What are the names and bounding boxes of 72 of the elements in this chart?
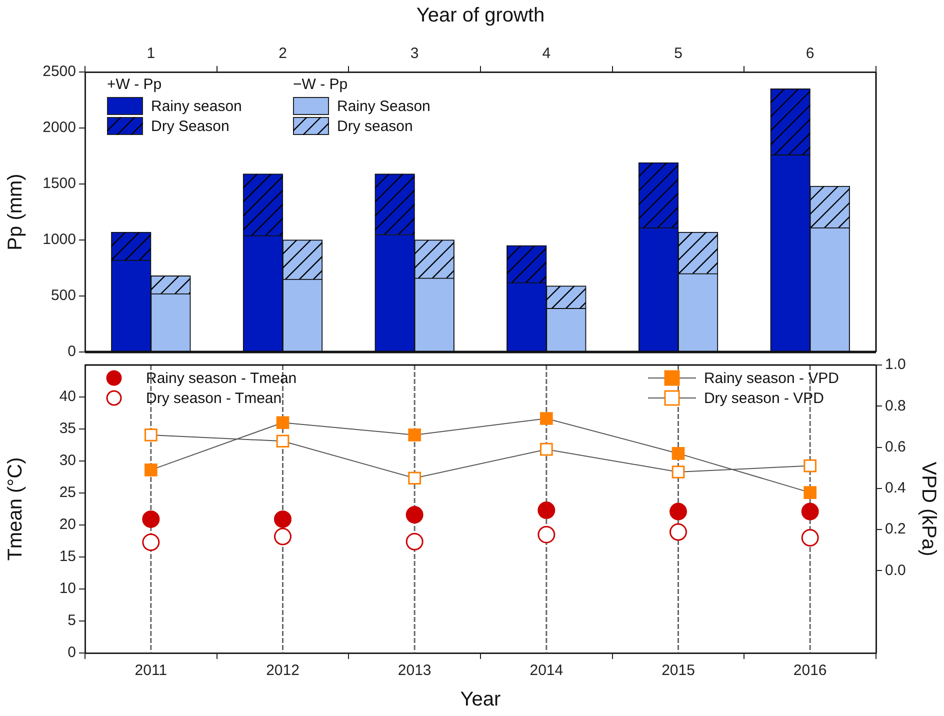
x-tick-label: 2015: [662, 662, 695, 680]
y-tick-label: 1500: [42, 175, 76, 192]
point: [142, 534, 160, 552]
x-axis-title: Year: [460, 688, 502, 711]
x-tick-label: 5: [674, 45, 682, 62]
y2-tick-label: 0.8: [885, 397, 906, 414]
y-tick-label: 2000: [42, 119, 76, 136]
y-axis-title: Pp (mm): [4, 174, 27, 250]
y-tick-label: 10: [59, 580, 76, 598]
annotation: −W - Pp: [293, 76, 349, 95]
y-tick-label: 20: [59, 516, 76, 534]
y2-tick-label: 0.6: [885, 438, 906, 456]
point: [801, 529, 819, 547]
legend-label: Rainy season: [151, 98, 242, 114]
x-tick-label: 2012: [266, 662, 300, 680]
x-tick-label: 2013: [398, 662, 432, 680]
point: [540, 412, 553, 425]
point: [538, 526, 556, 544]
legend-label: Dry Season: [151, 118, 230, 134]
point: [274, 510, 292, 528]
point: [274, 528, 292, 546]
y-tick-label: 15: [59, 548, 76, 566]
x-axis-title: Year of growth: [416, 4, 545, 27]
point: [406, 532, 424, 550]
legend-label: Rainy season - VPD: [704, 370, 839, 386]
point: [408, 428, 421, 442]
annotation: +W - Pp: [107, 76, 163, 95]
legend-label: Dry season - VPD: [704, 390, 824, 406]
y-tick-label: 25: [59, 484, 76, 502]
y-tick-label: 500: [50, 287, 76, 304]
y2-tick-label: 0.2: [885, 520, 906, 538]
point: [276, 434, 290, 448]
y2-tick-label: 0.0: [885, 562, 906, 579]
legend-label: Rainy Season: [337, 98, 430, 114]
x-tick-label: 6: [806, 45, 814, 62]
point: [801, 502, 819, 520]
x-tick-label: 3: [410, 45, 419, 62]
point: [144, 428, 158, 442]
point: [672, 447, 685, 460]
y2-axis-title: VPD (kPa): [917, 462, 940, 556]
y-tick-label: 30: [59, 452, 76, 470]
legend-label: Dry season: [337, 118, 413, 134]
y-tick-label: 5: [68, 612, 76, 630]
y2-tick-label: 0.4: [885, 480, 906, 497]
x-tick-label: 4: [542, 45, 551, 62]
point: [804, 459, 816, 472]
legend-label: Rainy season - Tmean: [146, 370, 297, 386]
point: [804, 486, 816, 499]
point: [670, 502, 687, 520]
point: [276, 416, 290, 430]
point: [408, 472, 421, 485]
y-tick-label: 1000: [42, 231, 76, 248]
x-tick-label: 2011: [134, 662, 168, 680]
y-tick-label: 35: [59, 420, 76, 438]
x-tick-label: 2014: [530, 662, 564, 680]
point: [406, 506, 424, 524]
x-tick-label: 1: [146, 45, 156, 62]
point: [538, 502, 556, 520]
x-tick-label: 2: [278, 45, 287, 62]
y-tick-label: 40: [59, 388, 76, 406]
y-tick-label: 0: [68, 644, 76, 662]
y-tick-label: 2500: [42, 63, 76, 80]
legend-label: Dry season - Tmean: [146, 390, 282, 406]
y2-tick-label: 1.0: [885, 356, 906, 374]
point: [142, 510, 160, 528]
point: [540, 442, 553, 456]
point: [672, 466, 685, 478]
x-tick-label: 2016: [793, 662, 827, 680]
point: [144, 464, 158, 476]
y-axis-title: Tmean (°C): [4, 457, 27, 561]
y-tick-label: 0: [68, 343, 76, 360]
point: [670, 523, 687, 541]
